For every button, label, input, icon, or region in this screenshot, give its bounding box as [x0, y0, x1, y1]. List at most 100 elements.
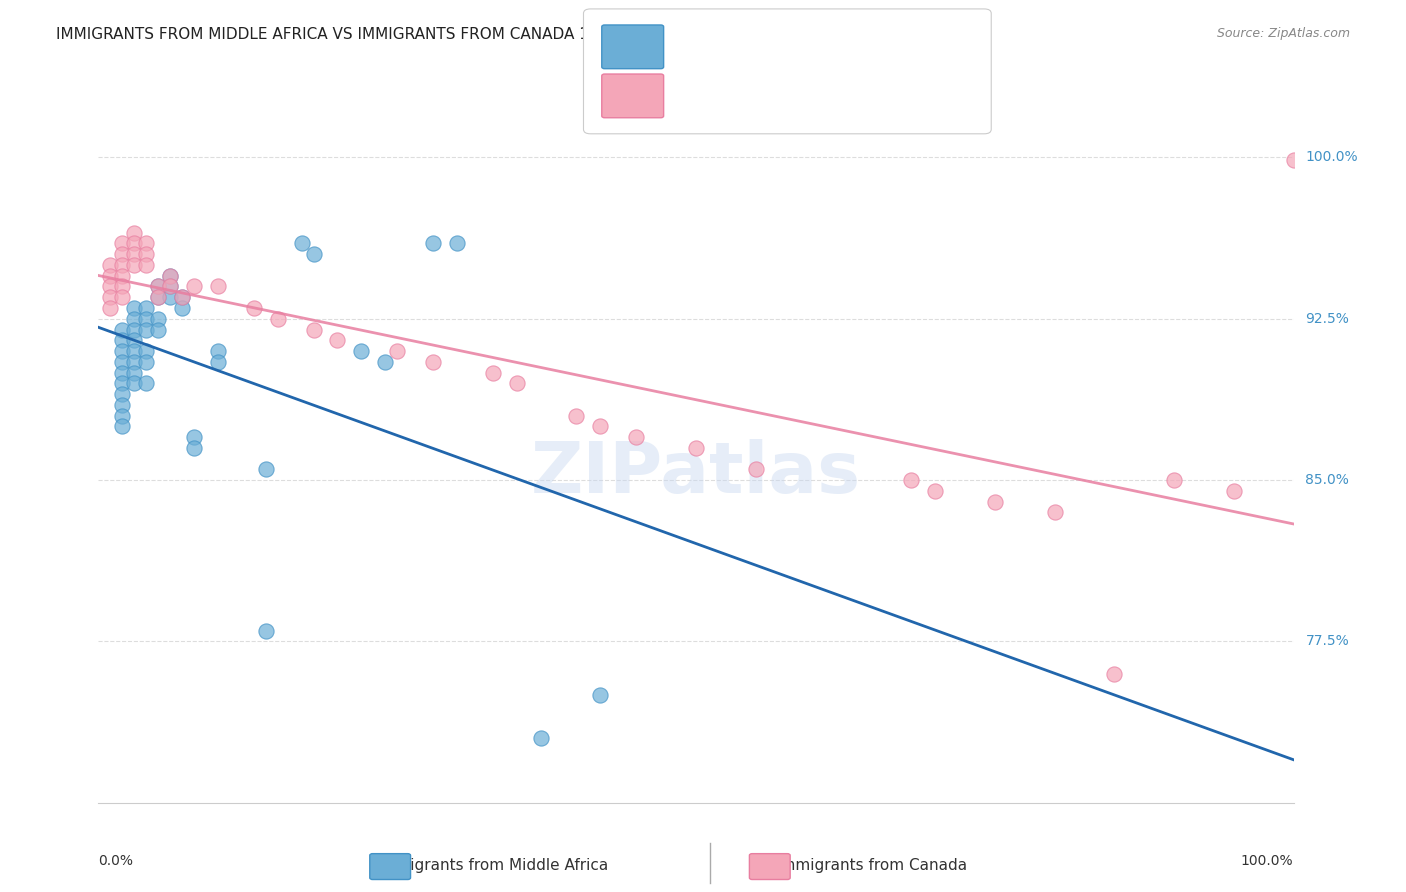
Point: [626, 430, 648, 444]
Point: [124, 226, 146, 240]
Point: [745, 462, 768, 476]
Point: [159, 268, 181, 283]
Text: 100.0%: 100.0%: [1306, 151, 1358, 164]
Point: [135, 311, 157, 326]
Point: [111, 355, 134, 369]
Point: [124, 247, 146, 261]
Point: [302, 322, 325, 336]
Point: [124, 301, 146, 315]
Point: [159, 279, 181, 293]
Point: [589, 419, 612, 434]
Point: [148, 322, 170, 336]
Point: [924, 483, 946, 498]
Point: [148, 290, 170, 304]
Point: [159, 268, 181, 283]
Point: [98, 279, 122, 293]
Point: [506, 376, 529, 391]
Point: [135, 301, 157, 315]
Point: [111, 398, 134, 412]
Point: [111, 376, 134, 391]
Point: [148, 279, 170, 293]
Point: [1043, 505, 1066, 519]
Point: [159, 290, 181, 304]
Point: [111, 290, 134, 304]
Point: [98, 301, 122, 315]
Text: Source: ZipAtlas.com: Source: ZipAtlas.com: [1216, 27, 1350, 40]
Point: [422, 236, 444, 251]
Point: [98, 268, 122, 283]
Point: [172, 290, 194, 304]
Text: 92.5%: 92.5%: [1306, 312, 1350, 326]
Point: [124, 258, 146, 272]
Point: [111, 247, 134, 261]
Text: IMMIGRANTS FROM MIDDLE AFRICA VS IMMIGRANTS FROM CANADA 12TH GRADE, NO DIPLOMA C: IMMIGRANTS FROM MIDDLE AFRICA VS IMMIGRA…: [56, 27, 955, 42]
Point: [291, 236, 314, 251]
Text: Immigrants from Middle Africa: Immigrants from Middle Africa: [375, 858, 609, 872]
Point: [172, 301, 194, 315]
Point: [98, 290, 122, 304]
Point: [350, 344, 373, 359]
Point: [374, 355, 396, 369]
Point: [422, 355, 444, 369]
Point: [124, 236, 146, 251]
Text: R =  0.162   N = 46: R = 0.162 N = 46: [675, 87, 851, 105]
Point: [111, 258, 134, 272]
Point: [124, 355, 146, 369]
Point: [159, 279, 181, 293]
Point: [111, 333, 134, 347]
Point: [1104, 666, 1126, 681]
Point: [207, 355, 229, 369]
Text: 0.0%: 0.0%: [98, 854, 134, 868]
Point: [135, 258, 157, 272]
Point: [98, 258, 122, 272]
Point: [135, 322, 157, 336]
Point: [589, 688, 612, 702]
Point: [446, 236, 468, 251]
Point: [172, 290, 194, 304]
Point: [148, 290, 170, 304]
Point: [207, 279, 229, 293]
Point: [124, 333, 146, 347]
Point: [1282, 153, 1305, 167]
Point: [124, 376, 146, 391]
Point: [124, 366, 146, 380]
Point: [111, 419, 134, 434]
Point: [254, 462, 277, 476]
Text: R = 0.424   N = 48: R = 0.424 N = 48: [675, 37, 845, 55]
Point: [254, 624, 277, 638]
Point: [135, 376, 157, 391]
Point: [111, 366, 134, 380]
Text: 100.0%: 100.0%: [1241, 854, 1294, 868]
Point: [124, 344, 146, 359]
Point: [111, 236, 134, 251]
Point: [135, 344, 157, 359]
Point: [207, 344, 229, 359]
Text: ZIPatlas: ZIPatlas: [531, 439, 860, 508]
Point: [530, 731, 553, 746]
Point: [111, 279, 134, 293]
Point: [302, 247, 325, 261]
Point: [148, 311, 170, 326]
Point: [481, 366, 505, 380]
Point: [183, 441, 205, 455]
Point: [124, 322, 146, 336]
Point: [183, 279, 205, 293]
Point: [111, 322, 134, 336]
Point: [385, 344, 409, 359]
Point: [111, 409, 134, 423]
Point: [326, 333, 349, 347]
Text: Immigrants from Canada: Immigrants from Canada: [776, 858, 967, 872]
Point: [135, 355, 157, 369]
Point: [111, 268, 134, 283]
Point: [900, 473, 922, 487]
Point: [1163, 473, 1185, 487]
Text: 77.5%: 77.5%: [1306, 634, 1350, 648]
Point: [135, 247, 157, 261]
Point: [685, 441, 707, 455]
Point: [243, 301, 266, 315]
Point: [111, 387, 134, 401]
Point: [124, 311, 146, 326]
Point: [1223, 483, 1246, 498]
Point: [267, 311, 290, 326]
Point: [135, 236, 157, 251]
